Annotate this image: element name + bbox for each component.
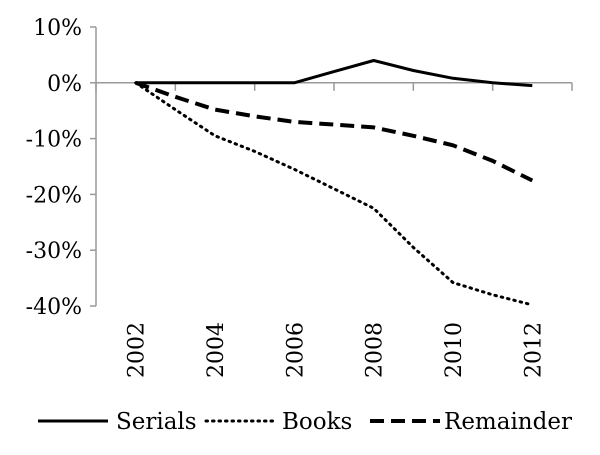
series-line-books	[134, 81, 534, 307]
legend-label-books: Books	[282, 409, 352, 435]
x-tick-label: 2004	[204, 322, 229, 378]
series-line-remainder	[135, 80, 534, 183]
series-line-serials	[135, 59, 533, 88]
legend-label-remainder: Remainder	[444, 409, 572, 435]
y-tick-label: -20%	[26, 183, 82, 208]
x-tick-label: 2008	[363, 322, 388, 378]
y-tick-label: -10%	[26, 128, 82, 153]
y-tick-label: -40%	[26, 295, 82, 320]
x-tick-label: 2002	[125, 322, 150, 378]
x-tick-label: 2006	[283, 322, 308, 378]
x-tick-label: 2012	[521, 322, 546, 378]
x-tick-label: 2010	[442, 322, 467, 378]
y-tick-label: -30%	[26, 239, 82, 264]
legend-label-serials: Serials	[116, 409, 197, 435]
y-tick-label: 0%	[47, 72, 82, 97]
y-tick-label: 10%	[33, 16, 82, 41]
